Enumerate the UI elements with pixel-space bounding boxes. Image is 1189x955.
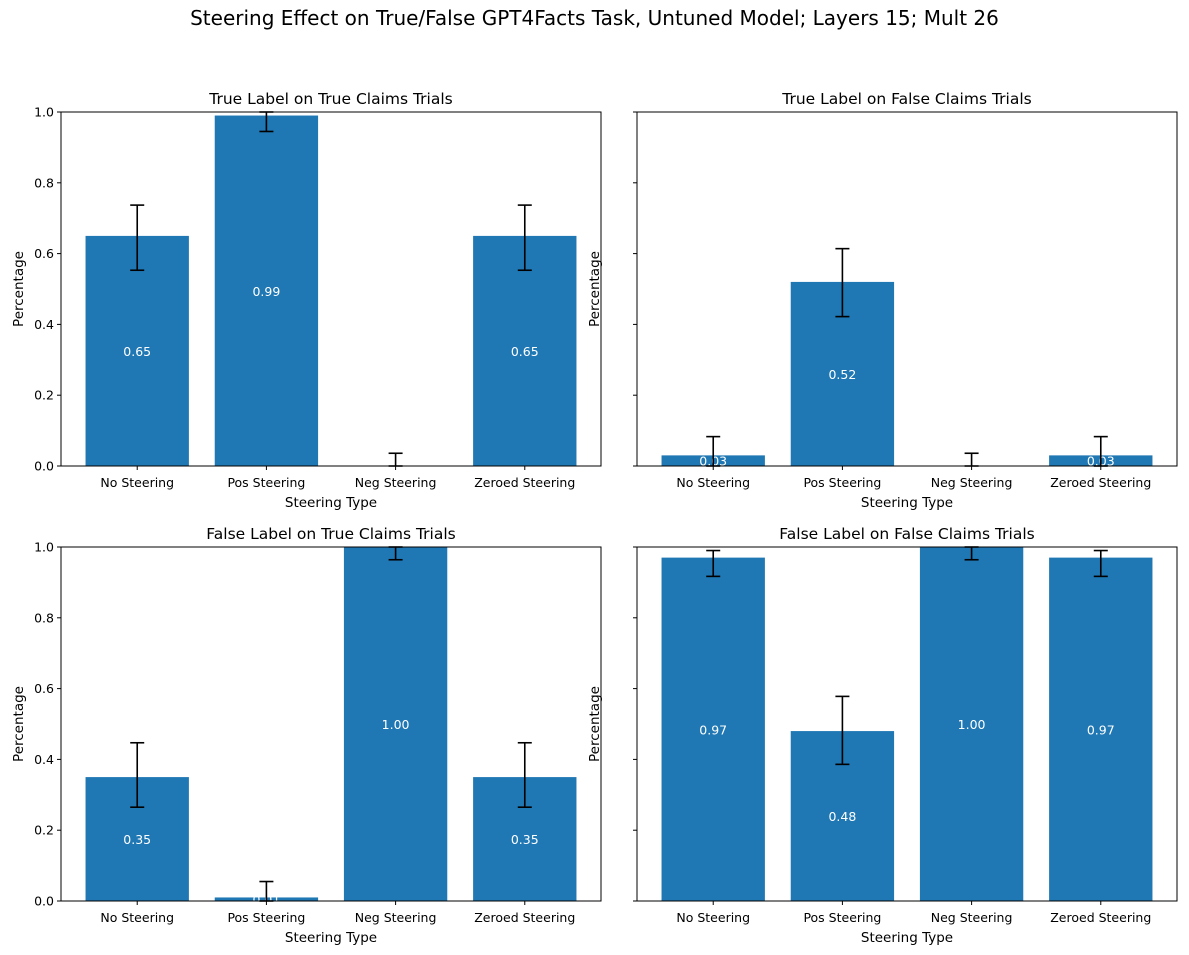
y-tick-label: 0.4 (34, 317, 54, 332)
y-tick-label: 0.4 (34, 752, 54, 767)
y-tick-label: 0.8 (34, 175, 54, 190)
x-tick-label: Pos Steering (803, 910, 881, 925)
axes-frame (636, 111, 1178, 467)
x-tick-label: Pos Steering (227, 910, 305, 925)
figure-title: Steering Effect on True/False GPT4Facts … (190, 6, 999, 30)
y-tick-label: 0.2 (34, 823, 54, 838)
y-axis-label: Percentage (587, 686, 603, 762)
bar-value-label: 0.97 (1087, 722, 1115, 737)
bar-zeroed-steering (473, 235, 577, 466)
x-axis-label: Steering Type (861, 930, 953, 946)
axes-frame (636, 546, 1178, 902)
y-tick-label: 0.6 (34, 246, 54, 261)
x-tick-label: Neg Steering (931, 910, 1013, 925)
panel-title: True Label on False Claims Trials (781, 90, 1031, 108)
y-axis-label: Percentage (11, 686, 27, 762)
y-axis-label: Percentage (587, 251, 603, 327)
bar-value-label: 0.99 (252, 284, 280, 299)
x-tick-label: Neg Steering (931, 475, 1013, 490)
y-tick-label: 1.0 (34, 540, 54, 555)
panel-title: True Label on True Claims Trials (208, 90, 452, 108)
bar-value-label: 0.35 (511, 832, 539, 847)
y-tick-label: 0.0 (34, 459, 54, 474)
panel-title: False Label on False Claims Trials (779, 525, 1034, 543)
bar-value-label: 0.35 (123, 832, 151, 847)
x-tick-label: Zeroed Steering (474, 475, 575, 490)
bar-zeroed-steering (1049, 557, 1153, 901)
bar-value-label: 0.48 (828, 809, 856, 824)
x-axis-label: Steering Type (861, 495, 953, 511)
x-tick-label: Zeroed Steering (1050, 910, 1151, 925)
bar-value-label: 0.65 (511, 344, 539, 359)
y-tick-label: 0.0 (34, 894, 54, 909)
bar-no-steering (661, 557, 765, 901)
bar-no-steering (85, 235, 189, 466)
x-axis-label: Steering Type (285, 930, 377, 946)
bar-neg-steering (343, 547, 448, 901)
x-tick-label: Pos Steering (227, 475, 305, 490)
x-tick-label: No Steering (100, 475, 174, 490)
x-axis-label: Steering Type (285, 495, 377, 511)
bar-pos-steering (214, 115, 319, 466)
bar-value-label: 1.00 (958, 717, 986, 732)
bar-value-label: 0.52 (828, 367, 856, 382)
x-tick-label: No Steering (100, 910, 174, 925)
axes-frame (60, 546, 602, 902)
x-tick-label: Neg Steering (355, 475, 437, 490)
y-tick-label: 0.2 (34, 388, 54, 403)
bar-neg-steering (919, 547, 1024, 901)
y-tick-label: 0.6 (34, 681, 54, 696)
x-tick-label: Neg Steering (355, 910, 437, 925)
x-tick-label: No Steering (676, 910, 750, 925)
y-tick-label: 1.0 (34, 105, 54, 120)
bar-value-label: 0.65 (123, 344, 151, 359)
axes-frame (60, 111, 602, 467)
x-tick-label: No Steering (676, 475, 750, 490)
bar-value-label: 0.97 (699, 722, 727, 737)
x-tick-label: Zeroed Steering (474, 910, 575, 925)
bar-value-label: 1.00 (382, 717, 410, 732)
x-tick-label: Zeroed Steering (1050, 475, 1151, 490)
y-tick-label: 0.8 (34, 610, 54, 625)
x-tick-label: Pos Steering (803, 475, 881, 490)
panel-title: False Label on True Claims Trials (206, 525, 455, 543)
y-axis-label: Percentage (11, 251, 27, 327)
